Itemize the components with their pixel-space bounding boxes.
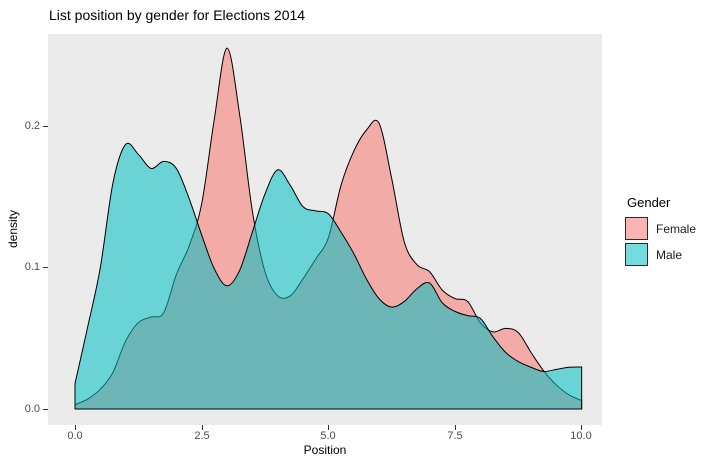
x-tick-mark: [75, 425, 76, 430]
x-tick-label: 5.0: [320, 430, 336, 442]
density-curves-canvas: [48, 34, 602, 425]
y-tick-mark: [43, 126, 48, 127]
x-tick-mark: [581, 425, 582, 430]
x-tick-mark: [455, 425, 456, 430]
y-tick-label: 0.0: [24, 403, 40, 415]
legend-label: Male: [656, 247, 683, 262]
density-curve-male: [74, 142, 583, 410]
x-tick-label: 2.5: [194, 430, 210, 442]
x-tick-label: 0.0: [67, 430, 83, 442]
legend: Gender Female Male: [625, 195, 696, 269]
x-tick-mark: [202, 425, 203, 430]
plot-title: List position by gender for Elections 20…: [49, 7, 306, 23]
legend-title: Gender: [627, 195, 671, 210]
legend-item-male: Male: [625, 243, 696, 266]
y-tick-mark: [43, 409, 48, 410]
x-tick-label: 10.0: [570, 430, 592, 442]
x-axis-title: Position: [303, 443, 347, 457]
y-tick-label: 0.2: [24, 120, 40, 132]
legend-label: Female: [656, 221, 697, 236]
x-tick-label: 7.5: [447, 430, 463, 442]
y-tick-label: 0.1: [24, 261, 40, 273]
y-axis-title: density: [6, 209, 20, 249]
y-tick-mark: [43, 267, 48, 268]
legend-item-female: Female: [625, 217, 696, 240]
female-swatch-icon: [625, 217, 648, 240]
plot-panel: [48, 34, 602, 425]
x-tick-mark: [328, 425, 329, 430]
male-swatch-icon: [625, 243, 648, 266]
